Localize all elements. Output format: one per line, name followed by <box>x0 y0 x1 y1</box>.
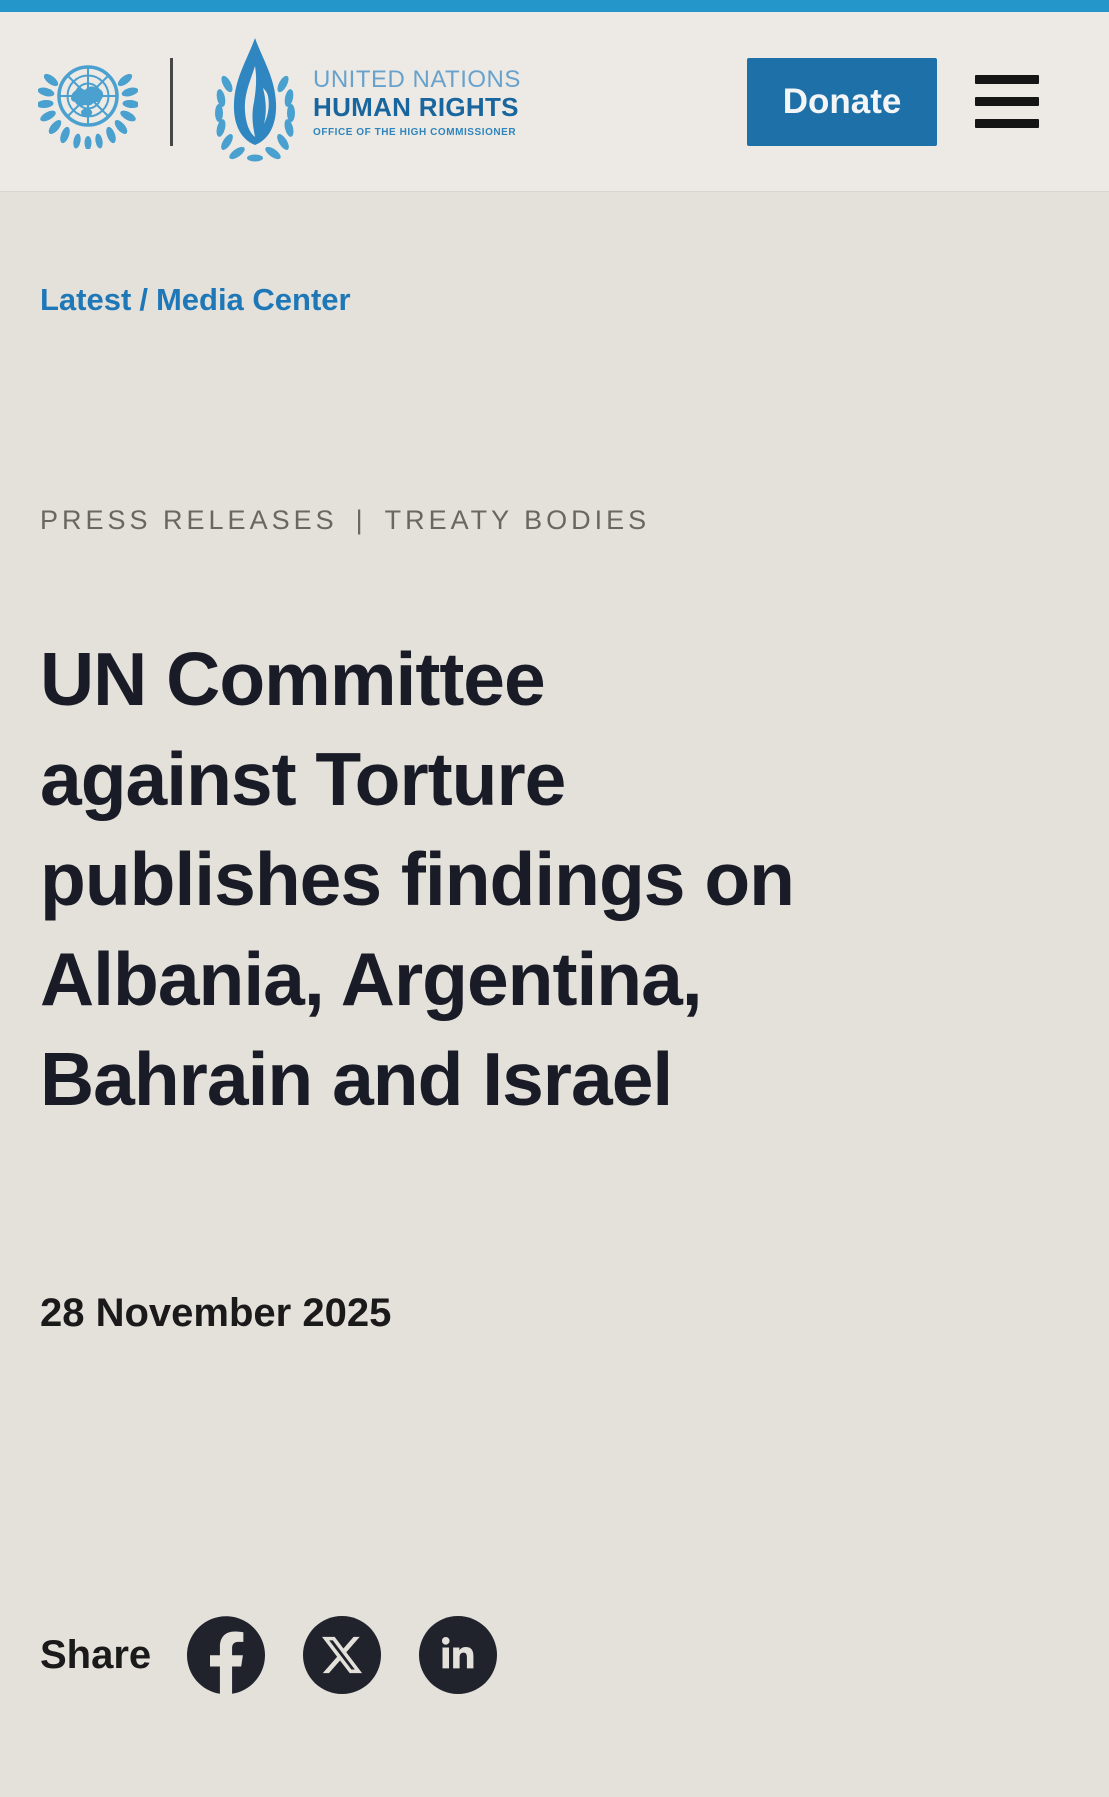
ohchr-home-link[interactable]: UNITED NATIONS HUMAN RIGHTS OFFICE OF TH… <box>207 36 521 168</box>
hamburger-bar <box>975 75 1039 84</box>
breadcrumb-separator: / <box>139 282 148 317</box>
site-header: UNITED NATIONS HUMAN RIGHTS OFFICE OF TH… <box>0 12 1109 192</box>
linkedin-share-button[interactable] <box>419 1616 498 1694</box>
facebook-share-button[interactable] <box>187 1616 266 1694</box>
hamburger-bar <box>975 119 1039 128</box>
eyebrow-category: PRESS RELEASES <box>40 505 338 535</box>
article-eyebrow: PRESS RELEASES | TREATY BODIES <box>40 504 1069 536</box>
logo-office-label: OFFICE OF THE HIGH COMMISSIONER <box>313 126 517 138</box>
eyebrow-separator: | <box>355 505 367 535</box>
header-divider <box>170 57 173 146</box>
breadcrumb-link-media-center[interactable]: Media Center <box>155 282 351 317</box>
facebook-icon <box>187 1616 266 1694</box>
logo-united-nations-label: UNITED NATIONS <box>313 65 521 93</box>
hamburger-bar <box>975 97 1039 106</box>
ohchr-flame-wreath-icon <box>215 37 295 161</box>
hamburger-menu-icon[interactable] <box>975 75 1039 128</box>
article-page: Latest / Media Center PRESS RELEASES | TREAT… <box>0 282 1109 1694</box>
top-accent-bar <box>0 0 1109 12</box>
linkedin-icon <box>419 1616 498 1694</box>
eyebrow-tag: TREATY BODIES <box>384 505 651 535</box>
un-emblem-icon <box>38 65 138 149</box>
ohchr-logo-text: UNITED NATIONS HUMAN RIGHTS OFFICE OF TH… <box>313 66 521 138</box>
logo-human-rights-label: HUMAN RIGHTS <box>313 91 519 122</box>
x-icon <box>303 1616 382 1694</box>
donate-button[interactable]: Donate <box>747 57 937 146</box>
share-row: Share <box>40 1616 1069 1694</box>
breadcrumb: Latest / Media Center <box>40 282 1069 318</box>
x-share-button[interactable] <box>303 1616 382 1694</box>
page-title: UN Committee against Torture publishes f… <box>40 637 795 1121</box>
article-date: 28 November 2025 <box>40 1291 392 1335</box>
breadcrumb-link-latest[interactable]: Latest <box>40 282 132 317</box>
un-home-link[interactable] <box>38 54 138 149</box>
share-label: Share <box>40 1632 152 1677</box>
